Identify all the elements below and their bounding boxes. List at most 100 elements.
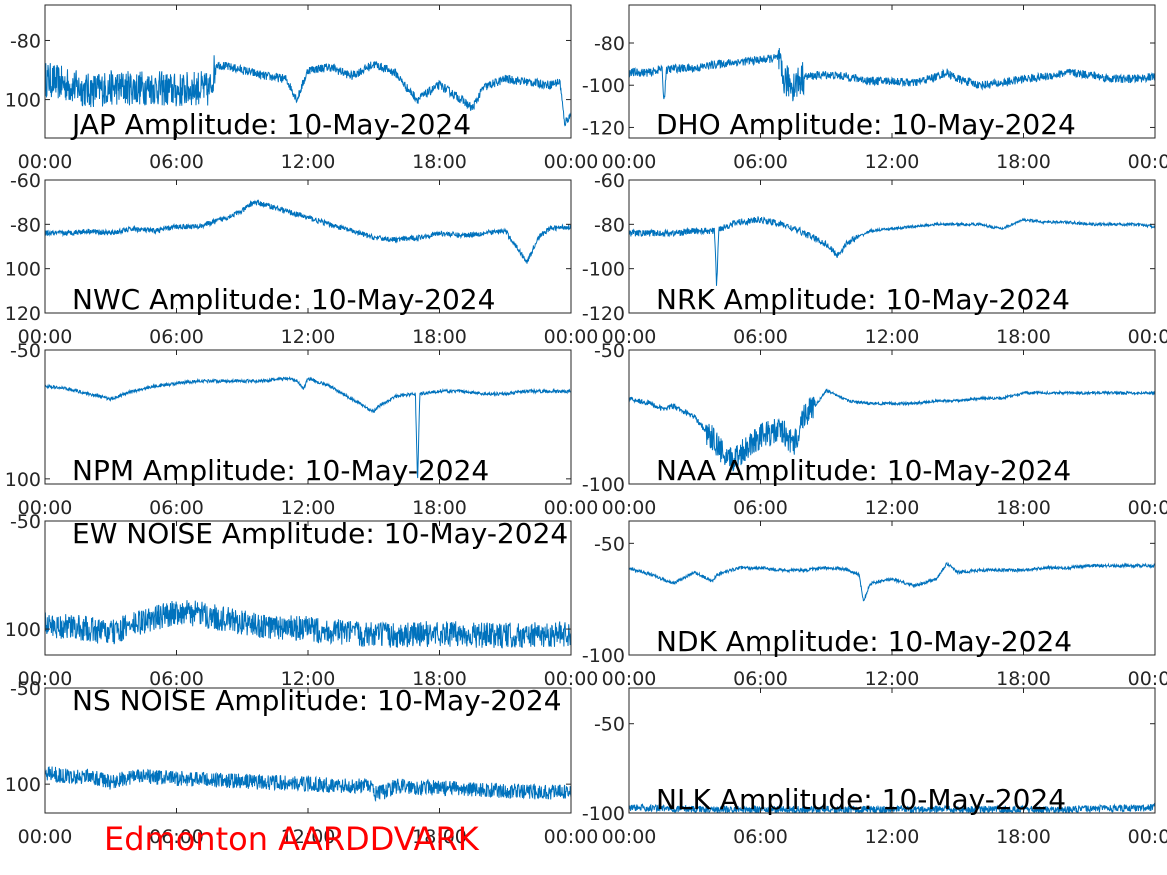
y-tick-label: -100: [582, 75, 625, 97]
x-tick-label: 18:00: [412, 326, 467, 348]
series-line: [629, 216, 1155, 286]
panel-1: 00:00 06:00 12:00 18:00 00:00 -80 -100 -120 DHO …: [582, 4, 1167, 173]
x-tick-label: 00:00: [602, 326, 657, 348]
y-tick-label: -100: [582, 803, 625, 825]
x-tick-label: 18:00: [996, 497, 1051, 519]
x-tick-label: 06:00: [733, 326, 788, 348]
panel-title: NAA Amplitude: 10-May-2024: [656, 454, 1071, 487]
panel-4: 00:00 06:00 12:00 18:00 00:00 -50 100 NPM Ampli…: [5, 340, 599, 519]
x-tick-label: 06:00: [149, 326, 204, 348]
x-tick-label: 12:00: [281, 497, 336, 519]
series-line: [629, 561, 1155, 602]
x-tick-label: 00:00: [1128, 326, 1167, 348]
y-tick-label: -50: [594, 714, 625, 736]
y-tick-label: 100: [5, 619, 41, 641]
series-line: [45, 199, 571, 264]
x-tick-label: 00:00: [602, 497, 657, 519]
y-tick-label: -60: [594, 170, 625, 192]
x-tick-label: 00:00: [1128, 668, 1167, 690]
x-tick-label: 06:00: [149, 151, 204, 173]
x-tick-label: 06:00: [149, 497, 204, 519]
x-tick-label: 00:00: [602, 668, 657, 690]
x-tick-label: 00:00: [602, 151, 657, 173]
panel-5: 00:00 06:00 12:00 18:00 00:00 -50 -100 NAA Ampl…: [582, 340, 1167, 519]
x-tick-label: 06:00: [733, 151, 788, 173]
x-tick-label: 00:00: [544, 151, 599, 173]
panel-7: 00:00 06:00 12:00 18:00 00:00 -50 -100 NDK Ampl…: [582, 520, 1167, 690]
x-tick-label: 06:00: [733, 668, 788, 690]
x-tick-label: 00:00: [1128, 151, 1167, 173]
x-tick-label: 12:00: [865, 326, 920, 348]
series-line: [45, 766, 571, 802]
panel-3: 00:00 06:00 12:00 18:00 00:00 -60 -80 -100 -120 N…: [582, 170, 1167, 348]
panel-title: NLK Amplitude: 10-May-2024: [656, 783, 1066, 816]
x-tick-label: 00:00: [1128, 826, 1167, 848]
x-tick-label: 00:00: [18, 668, 73, 690]
series-line: [45, 600, 571, 649]
x-tick-label: 00:00: [18, 326, 73, 348]
panel-8: 00:00 06:00 12:00 18:00 00:00 -50 100 NS NOISE …: [5, 678, 599, 848]
y-tick-label: -50: [10, 678, 41, 700]
x-tick-label: 18:00: [996, 151, 1051, 173]
x-tick-label: 06:00: [149, 826, 204, 848]
x-tick-label: 12:00: [281, 668, 336, 690]
y-tick-label: -120: [582, 117, 625, 139]
series-line: [629, 388, 1155, 472]
x-tick-label: 00:00: [544, 668, 599, 690]
x-tick-label: 00:00: [18, 826, 73, 848]
panel-title: NDK Amplitude: 10-May-2024: [656, 625, 1072, 658]
y-tick-label: -50: [10, 340, 41, 362]
panel-0: 00:00 06:00 12:00 18:00 00:00 -80 100 JAP Ampli…: [5, 4, 599, 173]
x-tick-label: 12:00: [281, 151, 336, 173]
x-tick-label: 06:00: [733, 826, 788, 848]
x-tick-label: 00:00: [1128, 497, 1167, 519]
x-tick-label: 18:00: [412, 668, 467, 690]
x-tick-label: 18:00: [996, 668, 1051, 690]
panel-title: DHO Amplitude: 10-May-2024: [656, 108, 1076, 141]
panel-6: 00:00 06:00 12:00 18:00 00:00 -50 100 EW NOISE …: [5, 511, 599, 690]
series-line: [629, 47, 1155, 102]
y-tick-label: -120: [582, 303, 625, 325]
x-tick-label: 12:00: [865, 497, 920, 519]
x-tick-label: 00:00: [544, 497, 599, 519]
x-tick-label: 12:00: [865, 668, 920, 690]
y-tick-label: -100: [582, 474, 625, 496]
panel-2: 00:00 06:00 12:00 18:00 00:00 -60 -80 100 120 NWC…: [5, 170, 599, 348]
x-tick-label: 12:00: [865, 826, 920, 848]
x-tick-label: 18:00: [412, 497, 467, 519]
y-tick-label: -80: [10, 30, 41, 52]
panel-title: EW NOISE Amplitude: 10-May-2024: [72, 517, 568, 550]
x-tick-label: 12:00: [281, 826, 336, 848]
y-tick-label: 120: [5, 303, 41, 325]
panel-title: NRK Amplitude: 10-May-2024: [656, 283, 1070, 316]
x-tick-label: 18:00: [996, 826, 1051, 848]
x-tick-label: 18:00: [996, 326, 1051, 348]
y-tick-label: -50: [594, 533, 625, 555]
y-tick-label: 100: [5, 259, 41, 281]
x-tick-label: 18:00: [412, 826, 467, 848]
y-tick-label: -100: [582, 645, 625, 667]
x-tick-label: 18:00: [412, 151, 467, 173]
panel-title: NWC Amplitude: 10-May-2024: [72, 283, 495, 316]
y-tick-label: -80: [594, 214, 625, 236]
panel-9: 00:00 06:00 12:00 18:00 00:00 -50 -100 NLK Ampl…: [582, 687, 1167, 848]
y-tick-label: -80: [594, 33, 625, 55]
x-tick-label: 12:00: [281, 326, 336, 348]
x-tick-label: 00:00: [544, 326, 599, 348]
y-tick-label: -50: [10, 511, 41, 533]
y-tick-label: 100: [5, 469, 41, 491]
y-tick-label: -60: [10, 170, 41, 192]
panel-title: JAP Amplitude: 10-May-2024: [70, 108, 471, 141]
x-tick-label: 00:00: [18, 497, 73, 519]
y-tick-label: -100: [582, 259, 625, 281]
station-label: Edmonton AARDDVARK: [104, 820, 479, 858]
x-tick-label: 00:00: [602, 826, 657, 848]
y-tick-label: -80: [10, 214, 41, 236]
y-tick-label: 100: [5, 774, 41, 796]
panel-title: NS NOISE Amplitude: 10-May-2024: [72, 684, 562, 717]
series-line: [45, 55, 571, 127]
x-tick-label: 00:00: [18, 151, 73, 173]
x-tick-label: 00:00: [544, 826, 599, 848]
y-tick-label: -50: [594, 340, 625, 362]
